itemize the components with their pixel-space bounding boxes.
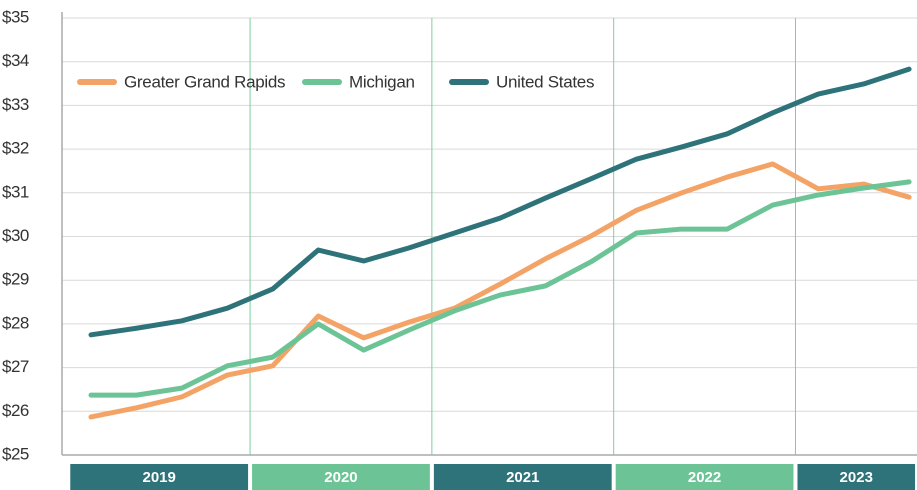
year-label: 2022 [688,469,721,486]
year-label: 2023 [840,469,873,486]
y-tick-label: $25 [2,444,29,463]
series-line [88,161,912,420]
year-label: 2019 [142,469,175,486]
y-tick-label: $33 [2,95,29,114]
legend-label: Michigan [349,72,415,91]
y-tick-label: $27 [2,357,29,376]
y-tick-label: $26 [2,401,29,420]
year-band [252,464,430,490]
series-line [88,66,912,338]
year-band [70,464,249,490]
y-tick-label: $34 [2,51,29,70]
year-label: 2021 [506,469,539,486]
y-tick-label: $30 [2,226,29,245]
legend-label: United States [496,72,594,91]
year-label: 2020 [324,469,357,486]
series-line [88,179,912,398]
y-tick-label: $28 [2,313,29,332]
legend-label: Greater Grand Rapids [124,72,285,91]
y-tick-label: $31 [2,182,29,201]
y-tick-label: $35 [2,7,29,26]
year-band [433,464,612,490]
year-band [615,464,794,490]
year-band [797,464,915,490]
y-tick-label: $32 [2,139,29,158]
y-tick-label: $29 [2,270,29,289]
